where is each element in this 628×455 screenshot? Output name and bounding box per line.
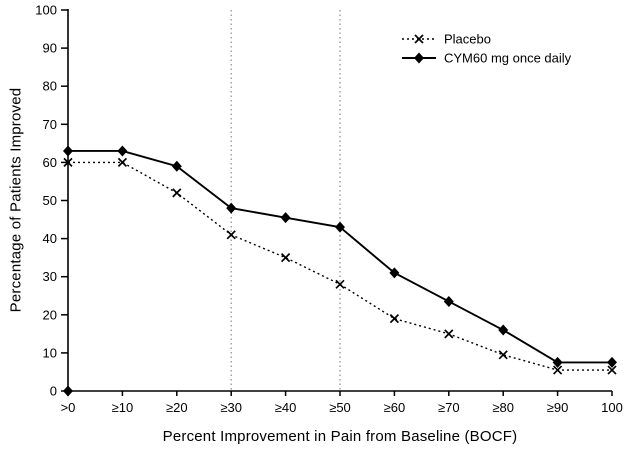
series-marker [226,230,236,240]
y-tick-label: 50 [43,193,57,208]
series-marker [444,329,454,339]
series-marker [498,324,509,336]
x-tick-label: ≥90 [547,400,569,415]
series-marker [226,202,237,214]
x-tick-label: >0 [61,400,76,415]
series-marker [552,356,563,368]
series-marker [117,145,128,157]
legend-label: CYM60 mg once daily [444,51,572,66]
series-marker [280,212,291,224]
x-tick-label: ≥80 [492,400,514,415]
y-axis-title: Percentage of Patients Improved [7,87,25,313]
y-tick-label: 70 [43,117,57,132]
series-marker [498,350,508,360]
series-marker [607,365,617,375]
x-tick-label: ≥30 [220,400,242,415]
y-tick-label: 90 [43,41,57,56]
legend-marker [414,34,424,44]
x-tick-label: ≥60 [384,400,406,415]
series-marker [172,188,182,198]
y-tick-label: 0 [50,384,57,399]
series-marker [335,279,345,289]
y-tick-label: 20 [43,307,57,322]
legend-label: Placebo [444,32,491,47]
y-tick-label: 10 [43,345,57,360]
x-tick-label: ≥10 [112,400,134,415]
series-marker [63,145,73,157]
series-marker [171,160,182,172]
x-tick-label: 100 [601,400,623,415]
series-marker [63,157,73,168]
legend-marker [414,52,424,64]
series-marker [443,295,454,307]
y-tick-label: 80 [43,79,57,94]
y-tick-label: 40 [43,231,57,246]
x-tick-label: ≥20 [166,400,188,415]
y-tick-label: 30 [43,269,57,284]
series-marker [389,267,400,279]
y-tick-label: 60 [43,155,57,170]
x-tick-label: ≥40 [275,400,297,415]
x-tick-label: ≥70 [438,400,460,415]
series-marker [280,253,291,263]
series-marker [117,157,128,168]
x-axis-title: Percent Improvement in Pain from Baselin… [162,428,518,445]
origin-marker [63,385,73,397]
series-marker [335,221,345,233]
y-tick-label: 100 [35,3,57,18]
series-marker [607,356,617,368]
series-marker [552,365,563,375]
x-tick-label: ≥50 [329,400,351,415]
series-marker [389,314,400,324]
